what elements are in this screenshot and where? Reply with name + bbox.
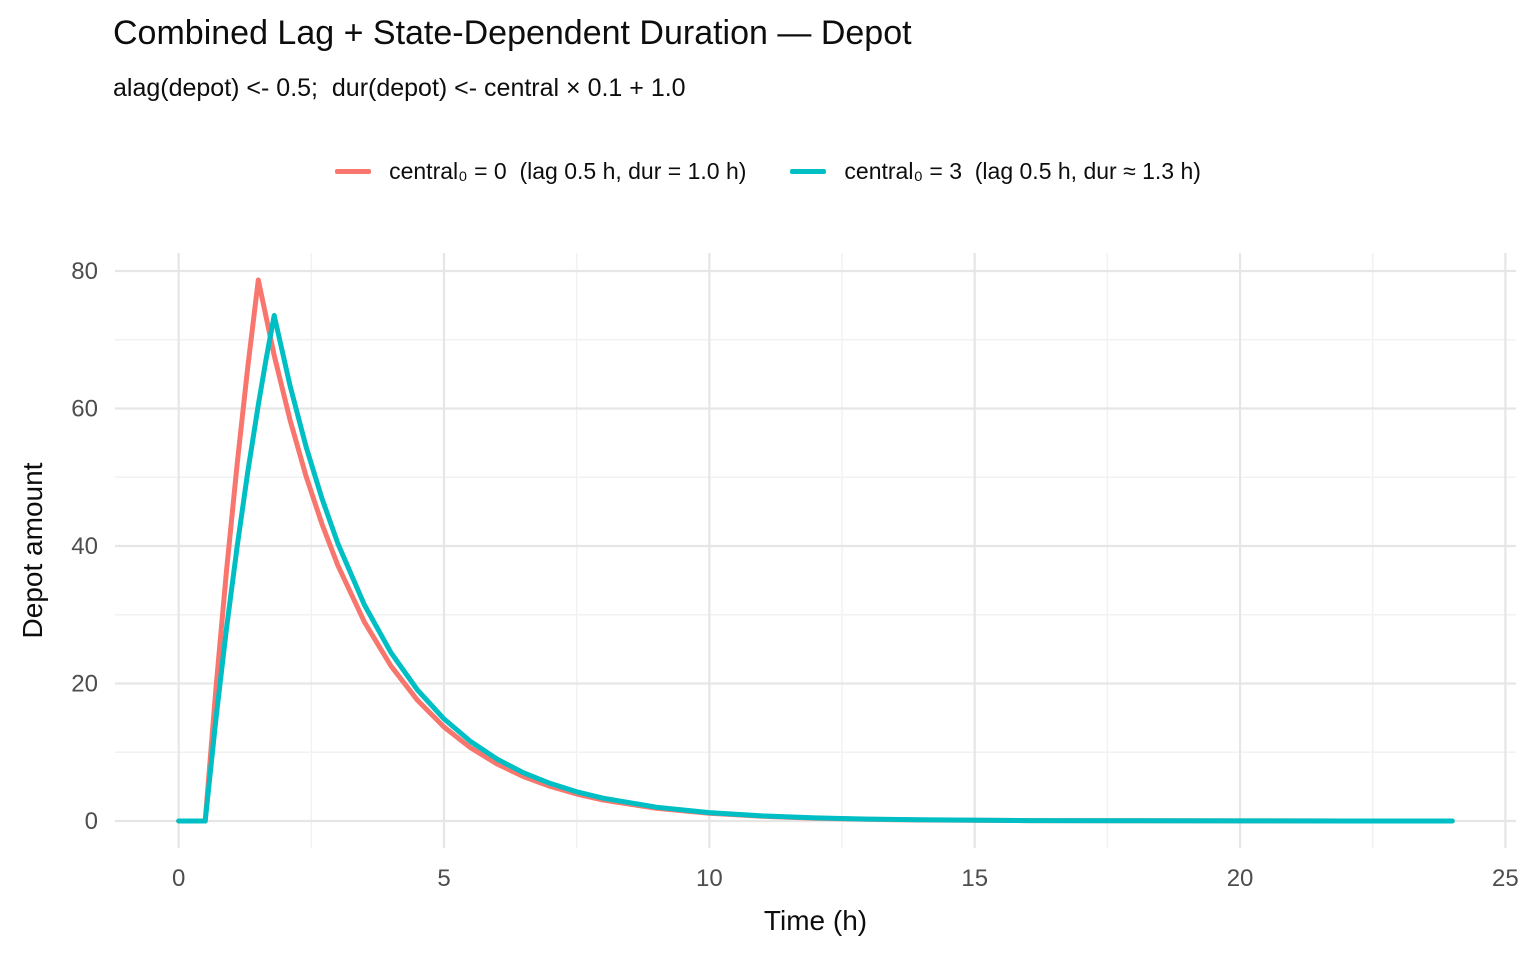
x-tick-label: 15	[961, 865, 988, 892]
x-tick-label: 0	[172, 865, 185, 892]
x-tick-label: 20	[1227, 865, 1254, 892]
series-line-1	[176, 313, 1455, 824]
y-tick-label: 80	[71, 258, 98, 285]
legend-item-central0-3: central₀ = 3 (lag 0.5 h, dur ≈ 1.3 h)	[790, 158, 1201, 185]
legend-key-line-red	[335, 169, 372, 174]
y-tick-label: 0	[85, 808, 98, 835]
legend-item-central0-0: central₀ = 0 (lag 0.5 h, dur = 1.0 h)	[335, 158, 746, 185]
series-line-0	[176, 277, 1455, 824]
legend-label: central₀ = 0 (lag 0.5 h, dur = 1.0 h)	[389, 158, 747, 184]
legend-label: central₀ = 3 (lag 0.5 h, dur ≈ 1.3 h)	[844, 158, 1201, 184]
y-tick-label: 60	[71, 396, 98, 423]
y-tick-label: 40	[71, 533, 98, 560]
y-tick-label: 20	[71, 670, 98, 697]
x-tick-label: 25	[1492, 865, 1519, 892]
x-axis-title: Time (h)	[764, 905, 867, 936]
legend: central₀ = 0 (lag 0.5 h, dur = 1.0 h) ce…	[0, 158, 1536, 185]
x-tick-label: 5	[437, 865, 450, 892]
legend-key-line-teal	[790, 169, 827, 174]
chart-title: Combined Lag + State-Dependent Duration …	[113, 14, 912, 52]
x-tick-label: 10	[696, 865, 723, 892]
chart-subtitle: alag(depot) <- 0.5; dur(depot) <- centra…	[113, 74, 686, 102]
y-axis-title: Depot amount	[17, 462, 48, 638]
